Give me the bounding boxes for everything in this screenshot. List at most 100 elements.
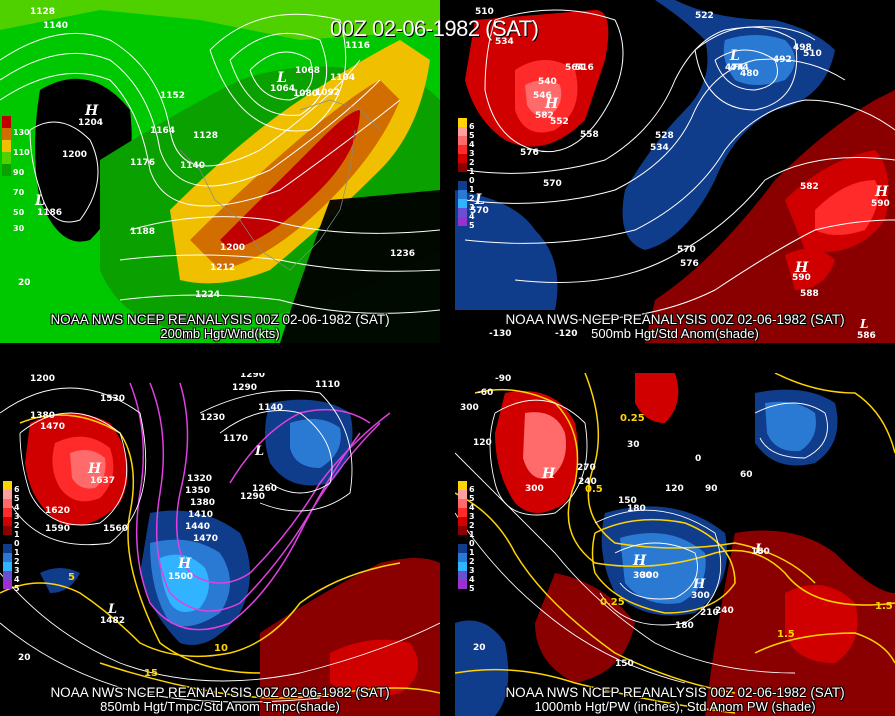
legend-swatch — [458, 118, 467, 127]
high-pressure-icon: H — [632, 553, 647, 569]
contour-label: 90 — [705, 484, 718, 494]
legend-label: 30 — [13, 224, 43, 233]
contour-label: 1236 — [390, 249, 415, 259]
legend-swatch — [3, 562, 12, 571]
contour-label: 1176 — [130, 158, 155, 168]
contour-label: 210 — [700, 608, 719, 618]
contour-label: 0.25 — [620, 413, 645, 424]
legend-label: 3 — [469, 149, 499, 158]
legend-label: 1 — [469, 185, 499, 194]
contour-label: 1224 — [195, 290, 220, 300]
contour-label: 20 — [473, 643, 486, 653]
legend-label: 5 — [469, 131, 499, 140]
legend-swatch — [458, 145, 467, 154]
legend-label: 4 — [14, 503, 44, 512]
legend-swatch — [2, 164, 11, 176]
contour-label: 582 — [800, 182, 819, 192]
contour-label: 588 — [800, 289, 819, 299]
contour-label: 1500 — [168, 572, 193, 582]
legend-swatch — [458, 535, 467, 544]
contour-label: 1230 — [200, 413, 225, 423]
high-pressure-icon: H — [177, 556, 192, 572]
contour-label: 492 — [773, 55, 792, 65]
contour-label: 1128 — [30, 7, 55, 17]
legend-label: 1 — [469, 548, 499, 557]
legend-label: 0 — [469, 539, 499, 548]
extrema-value: 1064 — [270, 84, 295, 94]
caption-line-2: 850mb Hgt/Tmpc/Std Anom Tmpc(shade) — [0, 700, 440, 714]
legend-swatch — [458, 526, 467, 535]
contour-label: 1164 — [150, 126, 175, 136]
legend-swatch — [458, 553, 467, 562]
extrema-value: 300 — [525, 484, 544, 494]
contour-label: 15 — [144, 668, 158, 679]
contour-label: 120 — [665, 484, 684, 494]
map-1000mb: -90 -60 300 120 270 240 0.5 30 0.25 60 9… — [455, 373, 895, 716]
legend-swatch — [458, 580, 467, 589]
contour-label: 1152 — [160, 91, 185, 101]
legend-swatch — [458, 490, 467, 499]
legend-label: 4 — [469, 503, 499, 512]
legend-swatch — [458, 181, 467, 190]
legend-swatch — [458, 481, 467, 490]
contour-label: 1380 — [190, 498, 215, 508]
contour-label: 20 — [18, 653, 31, 663]
high-pressure-icon: H — [87, 461, 102, 477]
legend-swatch — [458, 154, 467, 163]
page-title: 00Z 02-06-1982 (SAT) — [330, 16, 538, 42]
legend-label: 1 — [14, 548, 44, 557]
contour-label: 0.25 — [600, 597, 625, 608]
high-pressure-icon: H — [874, 184, 889, 200]
legend-swatch — [3, 544, 12, 553]
legend-swatch — [458, 190, 467, 199]
contour-label: 1140 — [180, 161, 205, 171]
contour-label: 1530 — [100, 394, 125, 404]
contour-label: 516 — [575, 63, 594, 73]
contour-label: 1260 — [252, 484, 277, 494]
low-pressure-icon: L — [754, 542, 764, 557]
legend-label: 2 — [469, 521, 499, 530]
contour-label: 1200 — [62, 150, 87, 160]
legend-swatch — [3, 481, 12, 490]
caption-line-1: NOAA NWS NCEP REANALYSIS 00Z 02-06-1982 … — [0, 686, 440, 700]
legend-label: 5 — [14, 584, 44, 593]
legend-swatch — [3, 535, 12, 544]
legend-label: 70 — [13, 188, 43, 197]
contour-label: 1140 — [258, 403, 283, 413]
legend-label: 2 — [469, 557, 499, 566]
panel-850mb: 1200 1290 1530 1380 1470 1230 1170 1290 … — [0, 373, 440, 716]
legend-label: 4 — [469, 575, 499, 584]
legend-swatch — [3, 490, 12, 499]
legend-swatch — [458, 208, 467, 217]
legend-swatch — [3, 553, 12, 562]
contour-label: 0 — [695, 454, 701, 464]
legend-label: 4 — [14, 575, 44, 584]
contour-label: 1068 — [295, 66, 320, 76]
legend-swatch — [3, 526, 12, 535]
contour-label: 570 — [543, 179, 562, 189]
legend-850mb: 654321012345 — [3, 481, 12, 589]
contour-label: 510 — [803, 49, 822, 59]
contour-label: 1320 — [187, 474, 212, 484]
extrema-value: 590 — [871, 199, 890, 209]
legend-swatch — [458, 127, 467, 136]
contour-label: 1380 — [30, 411, 55, 421]
high-pressure-icon: H — [541, 466, 556, 482]
low-pressure-icon: L — [729, 48, 740, 64]
contour-label: 1140 — [43, 21, 68, 31]
legend-label: 1 — [469, 530, 499, 539]
contour-label: 1560 — [103, 524, 128, 534]
legend-label: 6 — [14, 485, 44, 494]
contour-label: -90 — [495, 374, 511, 384]
caption-200mb: NOAA NWS NCEP REANALYSIS 00Z 02-06-1982 … — [0, 313, 440, 341]
contour-label: 1116 — [345, 41, 370, 51]
legend-swatch — [458, 163, 467, 172]
contour-label: 300 — [460, 403, 479, 413]
caption-line-1: NOAA NWS NCEP REANALYSIS 00Z 02-06-1982 … — [455, 313, 895, 327]
caption-500mb: NOAA NWS NCEP REANALYSIS 00Z 02-06-1982 … — [455, 313, 895, 341]
contour-label: 1410 — [188, 510, 213, 520]
map-200mb: 1128 1140 1152 1164 1176 1188 1200 1212 … — [0, 0, 440, 343]
contour-label: 1470 — [40, 422, 65, 432]
contour-label: 20 — [18, 278, 31, 288]
legend-swatch — [2, 128, 11, 140]
